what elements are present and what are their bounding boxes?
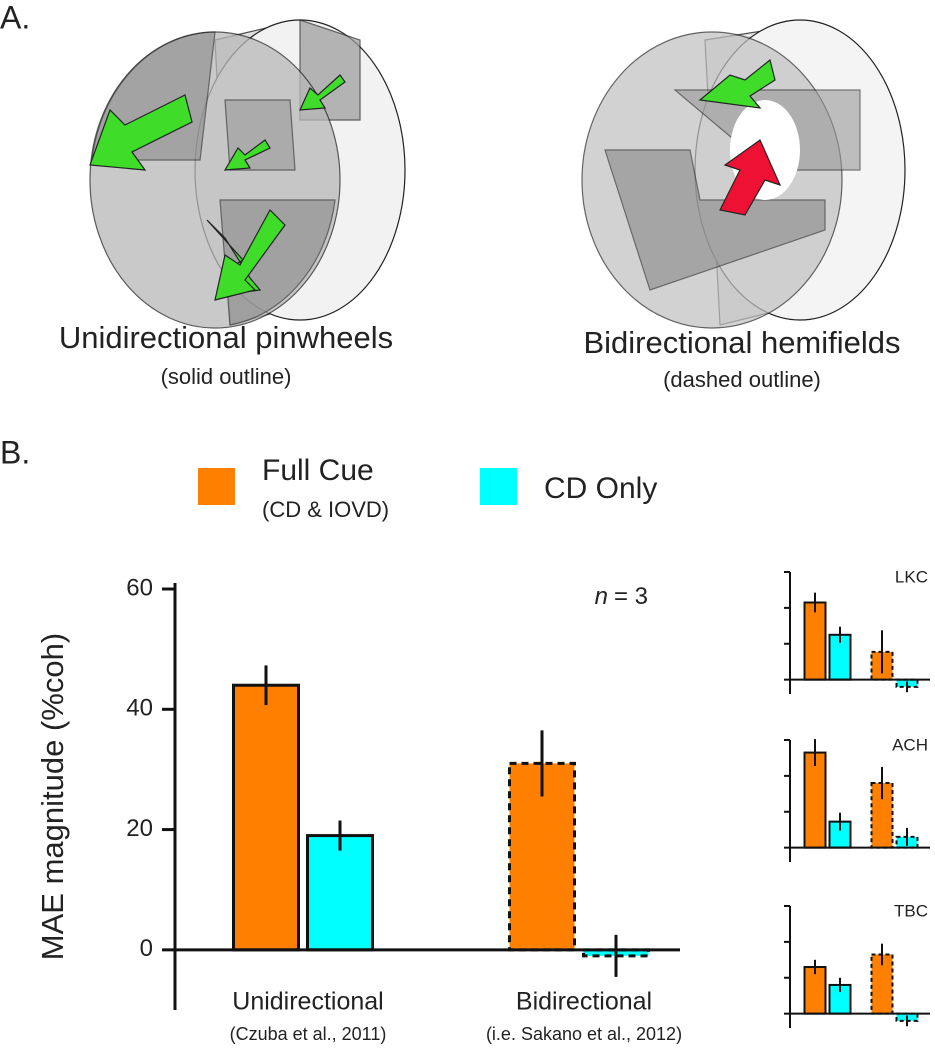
x-tick-note: (i.e. Sakano et al., 2012): [486, 1024, 682, 1044]
y-tick-label: 0: [140, 935, 153, 962]
legend-note: (CD & IOVD): [262, 497, 389, 522]
x-tick-label: Unidirectional: [232, 988, 383, 1016]
illustration-title: Bidirectional hemifields: [583, 325, 900, 360]
illustration-title: Unidirectional pinwheels: [59, 320, 393, 355]
y-axis-label: MAE magnitude (%coh): [35, 633, 70, 960]
annotation: n = 3: [595, 583, 648, 610]
y-tick-label: 40: [126, 695, 153, 722]
bar: [306, 834, 374, 952]
chart-title: TBC: [894, 901, 928, 920]
panel-label: A.: [0, 0, 30, 35]
illustration-subtitle: (solid outline): [161, 364, 292, 389]
legend-label: Full Cue: [262, 454, 374, 487]
bar: [232, 683, 300, 952]
bar: [803, 601, 827, 681]
chart-title: LKC: [895, 567, 928, 586]
panel-label: B.: [0, 434, 30, 470]
y-tick-label: 60: [126, 574, 153, 601]
hemifield-illustration: [581, 19, 906, 329]
x-tick-label: Bidirectional: [516, 988, 652, 1016]
annotation-text: = 3: [614, 583, 648, 610]
illustration-subtitle: (dashed outline): [663, 367, 821, 392]
chart-title: ACH: [892, 735, 928, 754]
x-tick-note: (Czuba et al., 2011): [230, 1024, 387, 1044]
legend-swatch: [198, 468, 235, 505]
bar: [803, 751, 827, 849]
legend-swatch: [480, 468, 517, 505]
pinwheel-illustration: [89, 19, 406, 329]
y-tick-label: 20: [126, 815, 153, 842]
annotation-variable: n: [595, 583, 608, 610]
legend-label: CD Only: [544, 472, 657, 505]
